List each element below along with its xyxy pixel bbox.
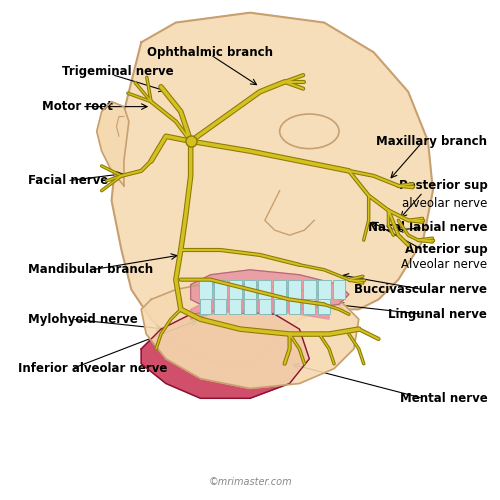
Text: Lingunal nerve: Lingunal nerve — [388, 308, 488, 321]
Polygon shape — [304, 300, 316, 314]
Text: Ophthalmic branch: Ophthalmic branch — [148, 46, 274, 59]
Polygon shape — [244, 300, 256, 314]
Text: Anterior sup: Anterior sup — [404, 244, 487, 256]
Polygon shape — [199, 280, 212, 299]
Polygon shape — [318, 280, 330, 299]
Text: Maxillary branch: Maxillary branch — [376, 134, 488, 147]
Text: Trigeminal nerve: Trigeminal nerve — [62, 66, 174, 78]
Text: Facial nerve: Facial nerve — [28, 174, 108, 188]
Polygon shape — [228, 280, 241, 299]
Text: Mandibular branch: Mandibular branch — [28, 264, 152, 276]
Text: ©mrimaster.com: ©mrimaster.com — [208, 478, 292, 488]
Text: Nasal labial nerve: Nasal labial nerve — [368, 221, 488, 234]
Text: Mylohyoid nerve: Mylohyoid nerve — [28, 312, 137, 326]
Polygon shape — [141, 284, 359, 389]
Polygon shape — [112, 12, 433, 368]
Polygon shape — [190, 294, 329, 319]
Polygon shape — [229, 300, 241, 314]
Polygon shape — [273, 280, 286, 299]
Polygon shape — [190, 270, 349, 314]
Polygon shape — [244, 280, 256, 299]
Polygon shape — [274, 300, 285, 314]
Polygon shape — [96, 102, 129, 186]
Polygon shape — [214, 280, 227, 299]
Polygon shape — [214, 300, 226, 314]
Text: Alveolar nerve: Alveolar nerve — [401, 258, 488, 272]
Polygon shape — [200, 300, 211, 314]
Polygon shape — [288, 300, 300, 314]
Polygon shape — [303, 280, 316, 299]
Polygon shape — [259, 300, 271, 314]
Text: Posterior sup: Posterior sup — [398, 179, 488, 192]
Text: Mental nerve: Mental nerve — [400, 392, 488, 405]
Polygon shape — [318, 300, 330, 314]
Polygon shape — [288, 280, 301, 299]
Polygon shape — [258, 280, 272, 299]
Text: Motor root: Motor root — [42, 100, 113, 113]
Polygon shape — [332, 280, 345, 299]
Text: Inferior alveolar nerve: Inferior alveolar nerve — [18, 362, 167, 375]
Polygon shape — [141, 310, 310, 398]
Text: alveolar nerve: alveolar nerve — [402, 196, 488, 209]
Text: Buccivascular nerve: Buccivascular nerve — [354, 283, 488, 296]
